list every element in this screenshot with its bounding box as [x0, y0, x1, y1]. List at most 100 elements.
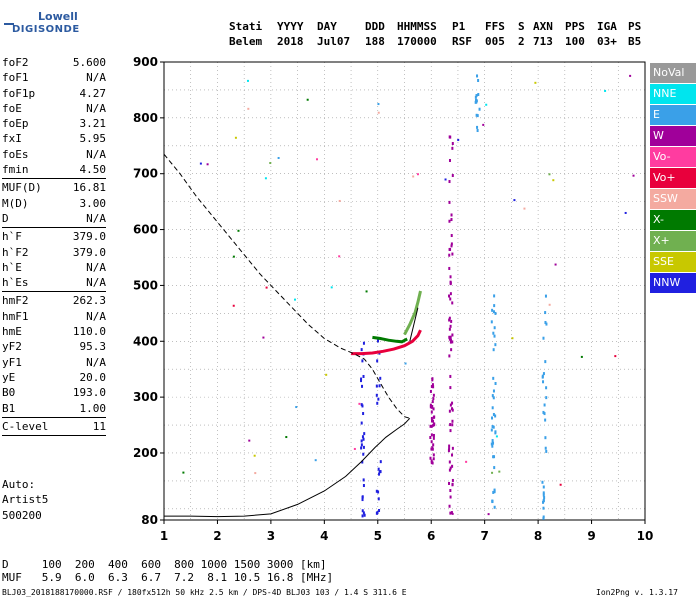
echo-point: [325, 373, 328, 376]
echo-point: [478, 107, 481, 111]
echo-point: [449, 340, 452, 344]
echo-point: [542, 500, 545, 504]
header-label: IGA: [597, 20, 617, 33]
echo-point: [448, 180, 451, 184]
echo-point: [429, 456, 432, 460]
param-separator: [2, 435, 106, 437]
echo-point: [513, 199, 516, 202]
param-value: 379.0: [72, 245, 106, 259]
echo-point: [487, 513, 490, 516]
x-plus-trace: [403, 290, 422, 336]
echo-point: [377, 103, 380, 106]
header-value: 170000: [397, 35, 437, 48]
param-label: foEs: [2, 147, 29, 161]
legend-entry: X+: [650, 231, 696, 251]
y-tick-label: 900: [133, 55, 158, 69]
d-distance-row: D 100 200 400 600 800 1000 1500 3000 [km…: [2, 558, 327, 571]
echo-point: [430, 384, 433, 388]
param-value: 20.0: [79, 370, 107, 384]
x-tick-label: 8: [534, 529, 542, 543]
header-value: B5: [628, 35, 642, 48]
legend-entry: SSE: [650, 252, 696, 272]
echo-point: [254, 472, 257, 475]
echo-point: [264, 177, 267, 180]
echo-point: [448, 468, 451, 472]
echo-point: [432, 436, 435, 440]
param-value: N/A: [86, 147, 106, 161]
echo-point: [294, 298, 297, 301]
param-value: 379.0: [72, 230, 106, 244]
echo-point: [542, 491, 545, 495]
y-tick-label: 700: [133, 167, 158, 181]
echo-point: [361, 460, 364, 464]
echo-point: [493, 466, 496, 470]
echo-point: [629, 74, 632, 77]
echo-point: [361, 498, 364, 502]
echo-point: [476, 114, 479, 118]
echo-point: [492, 389, 495, 393]
param-row: foF2 5.600: [2, 55, 106, 70]
header-label: AXN: [533, 20, 553, 33]
echo-point: [360, 348, 363, 352]
auto-line: Artist5: [2, 493, 49, 507]
echo-point: [543, 496, 546, 500]
fit-line: [409, 307, 419, 342]
echo-point: [360, 379, 363, 383]
param-value: 110.0: [72, 325, 106, 339]
echo-point: [232, 255, 235, 258]
echo-point: [475, 94, 478, 98]
x-tick-label: 3: [267, 529, 275, 543]
echo-point: [493, 326, 496, 330]
echo-point: [493, 304, 496, 308]
echo-point: [432, 419, 435, 423]
echo-point: [375, 393, 378, 397]
echo-point: [360, 377, 363, 381]
param-row: yF2 95.3: [2, 339, 106, 354]
param-separator: [2, 416, 106, 418]
echo-point: [475, 113, 478, 117]
echo-point: [552, 179, 555, 182]
legend-entry: NNW: [650, 273, 696, 293]
echo-point: [542, 336, 545, 340]
param-row: hmF1 N/A: [2, 309, 106, 324]
echo-point: [450, 234, 453, 238]
echo-point: [490, 442, 493, 446]
echo-point: [449, 281, 452, 285]
echo-point: [338, 255, 341, 258]
echo-point: [450, 348, 453, 352]
echo-point: [542, 493, 545, 497]
echo-point: [485, 103, 488, 106]
header-value: Jul07: [317, 35, 351, 48]
echo-point: [285, 436, 288, 439]
echo-point: [451, 453, 454, 457]
echo-point: [232, 304, 235, 307]
echo-point: [543, 412, 546, 416]
o-trace: [351, 329, 422, 356]
echo-point: [451, 340, 454, 344]
param-label: foF1p: [2, 86, 36, 100]
header-value: 188: [365, 35, 385, 48]
echo-point: [541, 375, 544, 379]
echo-point: [360, 421, 363, 425]
echo-point: [448, 444, 451, 448]
echo-point: [449, 275, 452, 279]
echo-point: [450, 511, 453, 515]
echo-point: [449, 488, 452, 492]
echo-point: [545, 322, 548, 326]
param-row: yE 20.0: [2, 370, 106, 385]
echo-point: [362, 437, 365, 441]
echo-point: [451, 408, 454, 412]
param-row: foF1 N/A: [2, 70, 106, 85]
echo-point: [432, 453, 435, 457]
echo-point: [451, 464, 454, 468]
echo-point: [542, 516, 545, 520]
parameter-table: foF2 5.600 foF1 N/A foF1p 4.27 foE N/A foEp 3.21 f…: [2, 55, 106, 437]
y-tick-label: 400: [133, 334, 158, 348]
echo-point: [430, 424, 433, 428]
echo-point: [450, 218, 453, 222]
echo-point: [449, 423, 452, 427]
echo-point: [542, 380, 545, 384]
echo-point: [544, 360, 547, 364]
header-value: 713: [533, 35, 553, 48]
